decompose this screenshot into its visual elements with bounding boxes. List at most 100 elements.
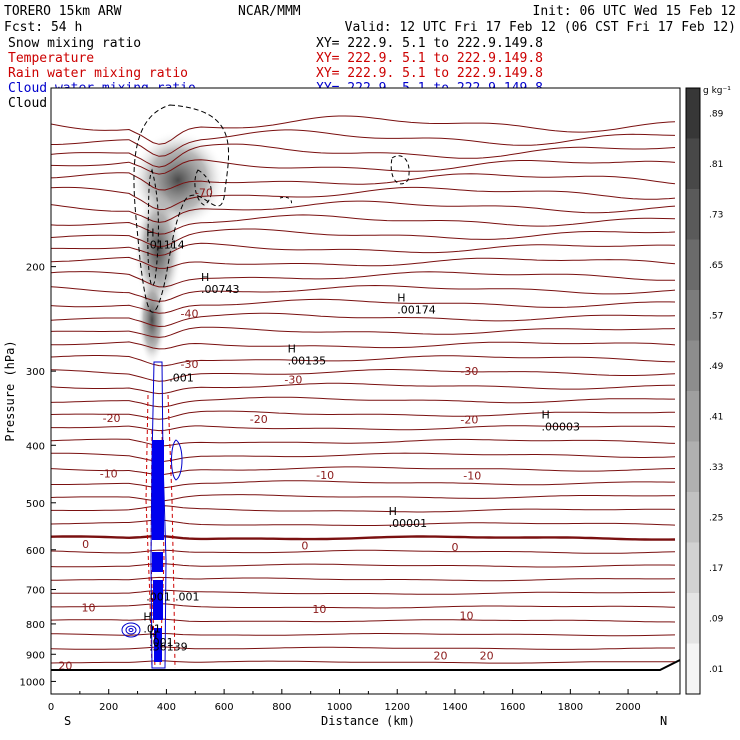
isotherm-line <box>51 312 676 328</box>
axes: 0 200 400 600 800 1000 1200 1400 1600 1800 2000200… <box>20 263 658 713</box>
extrema-labels: H.01114H.00743H.00174H.00135.001H.00003H… <box>143 227 580 654</box>
colorbar-label: .09 <box>709 614 724 624</box>
isotherm-line <box>51 256 676 269</box>
y-tick-label: 1000 <box>20 677 45 688</box>
x-tick-label: 1800 <box>558 702 583 713</box>
plot-frame <box>50 87 681 695</box>
y-tick-label: 600 <box>26 546 45 557</box>
isotherm-line <box>51 228 676 248</box>
extremum-value: .01114 <box>146 239 185 252</box>
legend-xy-1: XY= 222.9. 5.1 to 222.9.149.8 <box>316 51 543 66</box>
colorbar-label: .41 <box>709 412 723 422</box>
extremum-value: .01 <box>143 622 161 635</box>
extremum-mark: H <box>149 628 157 641</box>
isotherm-label: 10 <box>312 603 326 616</box>
y-tick-label: 500 <box>26 499 45 510</box>
colorbar-segment <box>686 340 700 391</box>
x-tick-label: 1000 <box>327 702 352 713</box>
colorbar-label: .89 <box>709 109 724 119</box>
isotherm-label: -20 <box>250 413 268 426</box>
legend-field-0: Snow mixing ratio <box>8 36 141 51</box>
isotherm-line <box>51 115 676 145</box>
extremum-value: .001 <box>149 636 174 649</box>
left-endpoint-label: S <box>64 714 71 728</box>
isotherm-line <box>51 576 676 582</box>
fcst-label: Fcst: 54 h <box>4 20 82 35</box>
colorbar-segment <box>686 290 700 341</box>
isotherm-line <box>51 242 676 257</box>
legend-xy-0: XY= 222.9. 5.1 to 222.9.149.8 <box>316 36 543 51</box>
isotherm-label: 20 <box>480 650 494 663</box>
x-tick-label: 0 <box>48 702 54 713</box>
colorbar-label: .81 <box>709 160 723 170</box>
extremum-value: .001 <box>175 591 200 604</box>
colorbar-label: .01 <box>709 665 723 675</box>
y-tick-label: 900 <box>26 650 45 661</box>
extremum-value: .00003 <box>542 421 581 434</box>
isotherm-label: 20 <box>434 650 448 663</box>
legend-field-1: Temperature <box>8 51 94 66</box>
isotherm-line <box>51 410 676 420</box>
isotherm-line <box>51 186 676 211</box>
x-tick-label: 800 <box>272 702 291 713</box>
y-tick-label: 200 <box>26 263 45 274</box>
y-tick-label: 400 <box>26 441 45 452</box>
extremum-value: .00743 <box>201 283 240 296</box>
colorbar-label: .25 <box>709 513 723 523</box>
extremum-value: .00001 <box>389 517 428 530</box>
x-axis-title: Distance (km) <box>321 714 415 728</box>
isotherm-label: -30 <box>284 374 302 387</box>
isotherm-line <box>51 326 676 338</box>
colorbar-frame <box>685 87 701 695</box>
x-tick-label: 200 <box>99 702 118 713</box>
terrain <box>51 660 680 694</box>
isotherm-label: 0 <box>301 539 308 552</box>
y-axis-title: Pressure (hPa) <box>3 340 17 441</box>
extremum-value: .00174 <box>397 303 436 316</box>
temperature-contours <box>51 115 676 678</box>
legend-xy-2: XY= 222.9. 5.1 to 222.9.149.8 <box>316 66 543 81</box>
extremum-value: .001 <box>169 372 194 385</box>
extremum-mark: H <box>389 505 397 518</box>
x-tick-label: 600 <box>215 702 234 713</box>
isotherm-label: -10 <box>100 467 118 480</box>
isotherm-line <box>51 214 676 235</box>
extremum-value: .36139 <box>149 640 188 653</box>
isotherm-label: -30 <box>460 365 478 378</box>
isotherm-line <box>51 549 676 554</box>
extremum-mark: H <box>542 409 550 422</box>
colorbar-unit: g kg⁻¹ <box>703 86 731 96</box>
colorbar-segment <box>686 189 700 240</box>
extremum-mark: H <box>143 610 151 623</box>
init-label: Init: 06 UTC Wed 15 Feb 12 <box>533 4 737 19</box>
isotherm-line <box>51 172 676 191</box>
isotherm-line <box>51 200 676 223</box>
isotherm-line <box>51 159 676 175</box>
colorbar-label: .49 <box>709 362 724 372</box>
x-tick-label: 1200 <box>385 702 410 713</box>
isotherm-line <box>51 355 676 367</box>
x-tick-label: 1400 <box>442 702 467 713</box>
y-tick-label: 300 <box>26 367 45 378</box>
colorbar-label: .57 <box>709 311 723 321</box>
isotherm-label: -10 <box>316 469 334 482</box>
colorbar-segment <box>686 593 700 644</box>
y-tick-label: 800 <box>26 620 45 631</box>
terrain-line <box>51 659 680 671</box>
isotherm-line <box>51 341 676 350</box>
isotherm-line <box>51 143 676 168</box>
isotherm-label: -10 <box>463 470 481 483</box>
x-tick-label: 2000 <box>615 702 640 713</box>
isotherm-line <box>51 425 676 432</box>
colorbar-segment <box>686 441 700 492</box>
legend-field-2: Rain water mixing ratio <box>8 66 188 81</box>
isotherm-line <box>51 284 676 302</box>
colorbar-segment <box>686 542 700 593</box>
colorbar-label: .17 <box>709 564 723 574</box>
colorbar-segment <box>686 138 700 189</box>
isotherm-line <box>51 271 676 288</box>
colorbar-segment <box>686 492 700 543</box>
isotherm-label: -30 <box>181 358 199 371</box>
colorbar-segment <box>686 88 700 139</box>
